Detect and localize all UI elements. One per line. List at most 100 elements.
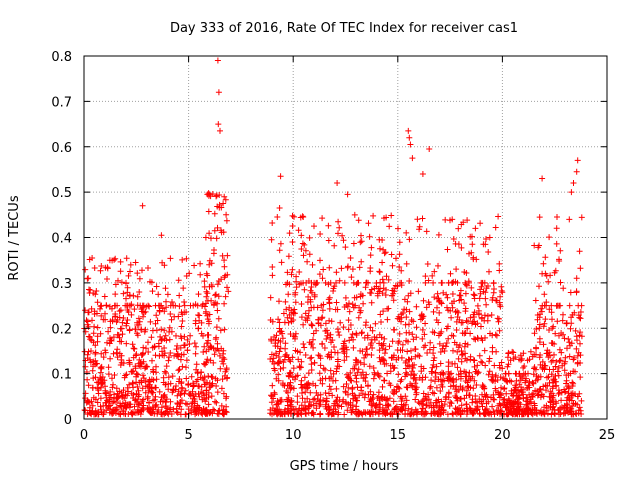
data-point: [326, 317, 333, 324]
data-point: [504, 404, 511, 411]
data-point: [169, 373, 176, 380]
data-point: [213, 383, 220, 389]
data-point: [392, 404, 399, 411]
data-point: [189, 388, 196, 395]
data-point: [213, 192, 220, 199]
data-point: [84, 351, 91, 358]
data-point: [333, 299, 340, 306]
data-point: [553, 225, 560, 232]
data-point: [88, 398, 95, 405]
data-point: [306, 307, 312, 314]
data-point: [422, 374, 429, 381]
data-point: [121, 374, 128, 381]
data-point: [123, 279, 129, 286]
data-point: [546, 349, 553, 356]
data-point: [345, 391, 351, 398]
data-point: [454, 395, 461, 402]
data-point: [307, 355, 314, 362]
data-point: [188, 409, 195, 416]
data-point: [515, 388, 521, 394]
data-point: [487, 330, 493, 337]
data-point: [553, 240, 560, 247]
data-point: [412, 353, 419, 360]
data-point: [334, 402, 341, 409]
data-point: [500, 397, 507, 403]
data-point: [118, 338, 125, 345]
data-point: [134, 293, 141, 300]
data-point: [573, 168, 580, 175]
data-point: [271, 360, 278, 367]
data-point: [130, 368, 137, 374]
data-point: [531, 330, 538, 337]
data-point: [421, 331, 428, 338]
data-point: [560, 285, 567, 292]
data-point: [210, 302, 217, 309]
data-point: [344, 374, 351, 381]
data-point: [139, 267, 145, 274]
data-point: [500, 375, 507, 382]
data-point: [159, 259, 166, 266]
data-point: [482, 241, 489, 248]
data-point: [288, 397, 295, 404]
data-point: [565, 336, 572, 342]
data-point: [213, 193, 220, 200]
data-point: [292, 347, 299, 354]
data-point: [290, 365, 297, 372]
data-point: [351, 211, 358, 218]
data-point: [292, 376, 298, 383]
data-point: [536, 283, 542, 290]
data-point: [537, 386, 544, 393]
data-point: [293, 278, 300, 285]
data-point: [344, 407, 351, 414]
data-point: [404, 384, 411, 391]
data-point: [474, 302, 481, 309]
data-point: [576, 404, 583, 411]
data-point: [306, 234, 313, 241]
data-point: [182, 400, 189, 407]
data-point: [287, 379, 294, 386]
data-point: [120, 290, 127, 297]
data-point: [451, 339, 458, 346]
data-point: [444, 304, 450, 311]
data-point: [205, 208, 212, 215]
data-point: [577, 329, 584, 336]
data-point: [561, 367, 568, 374]
data-point: [376, 288, 383, 295]
data-point: [267, 317, 274, 323]
data-point: [355, 366, 362, 373]
data-point: [386, 395, 393, 402]
data-point: [161, 391, 168, 398]
data-point: [475, 307, 482, 314]
data-point: [89, 384, 96, 391]
data-point: [345, 317, 352, 324]
data-point: [177, 391, 184, 398]
data-point: [331, 283, 338, 290]
data-point: [98, 363, 105, 370]
data-point: [336, 332, 343, 339]
data-point: [410, 371, 417, 378]
data-point: [491, 362, 498, 369]
data-point: [403, 229, 410, 236]
data-point: [377, 311, 384, 318]
data-point: [183, 364, 189, 371]
data-point: [275, 354, 282, 360]
data-point: [325, 237, 332, 244]
data-point: [186, 391, 193, 398]
data-point: [571, 354, 578, 361]
data-point: [455, 387, 462, 394]
data-point: [93, 288, 100, 294]
data-point: [467, 356, 474, 363]
data-point: [554, 214, 560, 220]
data-point: [326, 305, 333, 312]
data-point: [280, 364, 287, 371]
data-point: [358, 232, 364, 239]
data-point: [383, 214, 390, 221]
data-point: [326, 264, 333, 271]
data-point: [360, 375, 367, 382]
data-point: [295, 407, 302, 414]
data-point: [386, 343, 393, 350]
data-point: [151, 410, 158, 417]
data-point: [191, 262, 198, 269]
data-point: [208, 297, 215, 304]
data-point: [456, 297, 463, 304]
